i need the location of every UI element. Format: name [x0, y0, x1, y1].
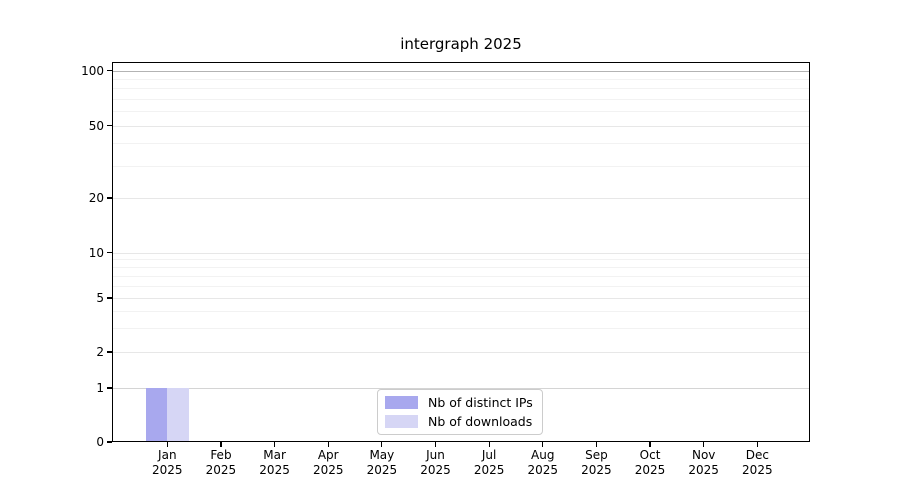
y-tick-label: 10 — [88, 245, 104, 260]
x-tick-month: Jun — [426, 448, 445, 462]
minor-gridline — [113, 165, 809, 167]
x-tick-month: Sep — [585, 448, 608, 462]
x-tick-month: Oct — [639, 448, 661, 462]
x-tick-label: Oct 2025 — [620, 448, 680, 478]
major-gridline — [113, 125, 809, 127]
x-tick-year: 2025 — [473, 463, 505, 477]
legend-item-downloads: Nb of downloads — [385, 414, 533, 429]
chart-title: intergraph 2025 — [400, 35, 522, 53]
y-tick-label: 50 — [88, 118, 104, 133]
y-tick-label: 2 — [96, 345, 104, 359]
minor-gridline — [113, 267, 809, 269]
minor-gridline — [113, 275, 809, 277]
legend: Nb of distinct IPs Nb of downloads — [377, 389, 543, 435]
legend-swatch-downloads-icon — [385, 415, 418, 428]
y-tick-label: 1 — [96, 381, 104, 395]
x-tick-month: May — [369, 448, 395, 462]
y-tick-label: 20 — [88, 191, 104, 205]
minor-gridline — [113, 143, 809, 145]
x-tick-mark — [542, 442, 544, 447]
x-tick-year: 2025 — [366, 463, 398, 477]
legend-label-distinct-ips: Nb of distinct IPs — [428, 395, 533, 410]
y-tick-label: 100 — [81, 63, 104, 78]
y-tick-mark — [107, 387, 112, 389]
x-tick-label: Dec 2025 — [727, 448, 787, 478]
y-tick-label: 5 — [96, 291, 104, 305]
x-tick-year: 2025 — [688, 463, 719, 477]
major-gridline — [113, 352, 809, 353]
x-tick-mark — [327, 442, 329, 447]
x-tick-label: Apr 2025 — [298, 448, 358, 478]
plot-border — [112, 62, 810, 442]
minor-gridline — [113, 328, 809, 330]
minor-gridline — [113, 311, 809, 313]
legend-label-downloads: Nb of downloads — [428, 414, 533, 429]
x-tick-month: Mar — [263, 448, 286, 462]
x-tick-month: Nov — [691, 448, 716, 462]
bar-distinct-ips — [145, 388, 168, 442]
x-tick-month: Apr — [317, 448, 339, 462]
x-tick-label: Nov 2025 — [674, 448, 734, 478]
legend-swatch-distinct-ips-icon — [385, 396, 418, 409]
y-tick-mark — [107, 251, 112, 254]
x-tick-label: Jun 2025 — [406, 448, 466, 478]
x-tick-year: 2025 — [205, 463, 237, 477]
minor-gridline — [113, 88, 809, 90]
y-tick-mark — [107, 197, 112, 199]
x-tick-month: Dec — [745, 448, 769, 462]
x-tick-year: 2025 — [259, 463, 290, 477]
minor-gridline — [113, 78, 809, 80]
x-tick-year: 2025 — [152, 463, 183, 477]
x-tick-label: Aug 2025 — [513, 448, 573, 478]
major-gridline — [113, 388, 809, 389]
x-tick-label: May 2025 — [352, 448, 412, 478]
x-tick-mark — [488, 442, 490, 447]
y-tick-label: 0 — [96, 435, 104, 449]
y-tick-mark — [107, 351, 112, 353]
major-gridline — [113, 70, 809, 72]
y-tick-mark — [107, 297, 112, 299]
y-tick-mark — [107, 441, 112, 443]
x-tick-month: Feb — [210, 448, 232, 462]
minor-gridline — [113, 259, 809, 261]
y-tick-mark — [107, 69, 112, 72]
x-tick-label: Sep 2025 — [566, 448, 626, 478]
x-tick-year: 2025 — [527, 463, 559, 477]
x-tick-month: Jan — [158, 448, 177, 462]
x-tick-mark — [381, 442, 383, 447]
major-gridline — [113, 298, 809, 299]
x-tick-label: Jan 2025 — [137, 448, 197, 478]
x-tick-year: 2025 — [420, 463, 451, 477]
x-tick-year: 2025 — [742, 463, 773, 477]
x-tick-mark — [649, 442, 651, 447]
x-tick-mark — [703, 442, 705, 447]
major-gridline — [113, 252, 809, 254]
x-tick-month: Aug — [531, 448, 555, 462]
minor-gridline — [113, 98, 809, 100]
x-tick-label: Feb 2025 — [191, 448, 251, 478]
y-tick-mark — [107, 124, 112, 127]
x-tick-month: Jul — [481, 448, 497, 462]
x-tick-label: Jul 2025 — [459, 448, 519, 478]
legend-item-distinct-ips: Nb of distinct IPs — [385, 395, 533, 410]
x-tick-mark — [273, 442, 276, 447]
x-tick-mark — [756, 442, 758, 447]
x-tick-mark — [434, 442, 437, 447]
x-tick-year: 2025 — [634, 463, 666, 477]
x-tick-year: 2025 — [312, 463, 344, 477]
x-tick-mark — [166, 442, 168, 447]
x-tick-mark — [595, 442, 597, 447]
minor-gridline — [113, 111, 809, 113]
bar-downloads — [167, 388, 189, 442]
x-tick-year: 2025 — [581, 463, 612, 477]
x-tick-label: Mar 2025 — [245, 448, 305, 478]
x-tick-mark — [220, 442, 222, 447]
major-gridline — [113, 198, 809, 199]
minor-gridline — [113, 286, 809, 288]
